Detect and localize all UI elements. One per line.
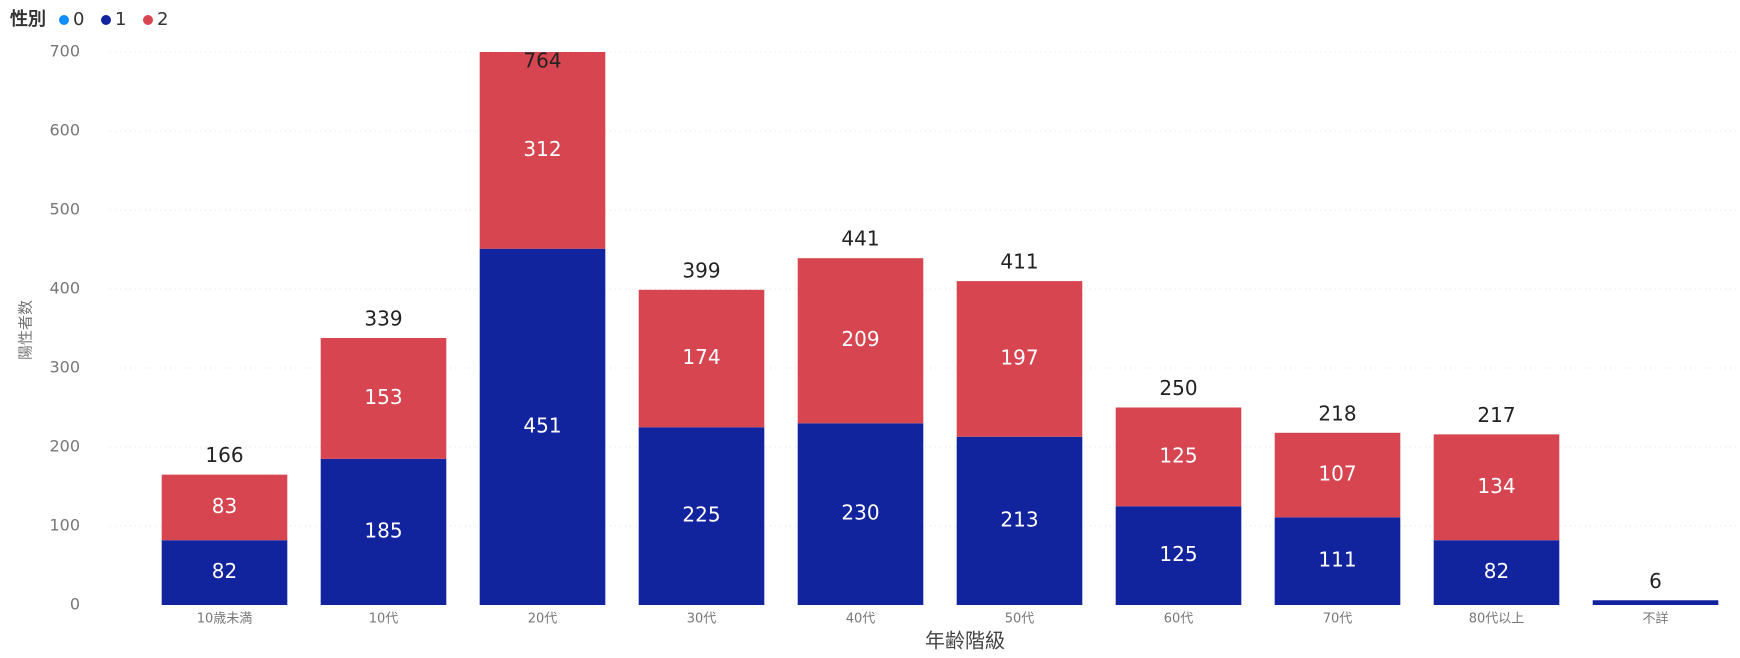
data-label: 185 <box>364 518 402 542</box>
data-label: 83 <box>212 494 237 518</box>
y-tick-label: 700 <box>49 42 80 61</box>
legend-marker <box>101 15 111 25</box>
bar-segment <box>797 423 924 605</box>
data-label: 230 <box>841 501 879 525</box>
data-label: 174 <box>682 345 720 369</box>
bar-segment <box>161 540 288 605</box>
y-tick-label: 200 <box>49 437 80 456</box>
legend-title: 性別 <box>10 8 46 30</box>
data-label: 125 <box>1159 542 1197 566</box>
y-tick-label: 500 <box>49 200 80 219</box>
y-tick-label: 300 <box>49 358 80 377</box>
bar-segment <box>638 427 765 605</box>
x-tick-label: 70代 <box>1323 612 1353 627</box>
x-tick-label: 80代以上 <box>1469 612 1525 627</box>
data-label: 312 <box>523 137 561 161</box>
total-label: 218 <box>1318 401 1356 425</box>
data-label: 213 <box>1000 507 1038 531</box>
bar-segment <box>1274 517 1401 605</box>
total-label: 250 <box>1159 376 1197 400</box>
y-tick-label: 400 <box>49 279 80 298</box>
data-label: 134 <box>1477 474 1515 498</box>
data-label: 225 <box>682 503 720 527</box>
y-tick-label: 0 <box>70 595 80 614</box>
legend-label: 2 <box>157 9 168 30</box>
bar-segment <box>1433 540 1560 605</box>
bar-segment <box>161 474 288 541</box>
data-label: 82 <box>1484 559 1509 583</box>
bar-segment <box>1115 506 1242 605</box>
data-label: 125 <box>1159 443 1197 467</box>
x-tick-label: 不詳 <box>1642 611 1668 627</box>
x-tick-label: 60代 <box>1164 612 1194 627</box>
y-tick-label: 600 <box>49 121 80 140</box>
y-tick-label: 100 <box>49 516 80 535</box>
data-label: 153 <box>364 385 402 409</box>
total-label: 411 <box>1000 250 1038 274</box>
x-tick-label: 50代 <box>1005 612 1035 627</box>
legend-marker <box>143 15 153 25</box>
bar-segment <box>479 248 606 605</box>
total-label: 399 <box>682 258 720 282</box>
bar-segment <box>320 337 447 459</box>
bars <box>161 52 1719 605</box>
bar-segment <box>320 458 447 605</box>
y-axis-title: 陽性者数 <box>17 300 35 360</box>
bar-segment <box>479 52 606 249</box>
bar-segment <box>638 289 765 428</box>
x-tick-label: 10歳未満 <box>197 612 253 627</box>
total-label: 339 <box>364 306 402 330</box>
total-label: 166 <box>205 443 243 467</box>
total-label: 441 <box>841 227 879 251</box>
data-label: 111 <box>1318 548 1356 572</box>
grid: 0 100 200 300 400 500 600 700 <box>49 42 1740 614</box>
bar-segment <box>1592 600 1719 605</box>
legend-marker <box>59 15 69 25</box>
data-label: 451 <box>523 413 561 437</box>
total-label: 6 <box>1649 569 1662 593</box>
bar-segment <box>1274 432 1401 518</box>
x-tick-label: 20代 <box>528 612 558 627</box>
bar-segment <box>1433 434 1560 541</box>
data-label: 197 <box>1000 345 1038 369</box>
data-label: 107 <box>1318 462 1356 486</box>
legend-label: 1 <box>115 9 126 30</box>
bar-segment <box>797 258 924 424</box>
data-label: 82 <box>212 559 237 583</box>
x-tick-label: 10代 <box>369 612 399 627</box>
total-label: 764 <box>523 49 561 73</box>
x-tick-label: 30代 <box>687 612 717 627</box>
x-tick-label: 40代 <box>846 612 876 627</box>
bar-segment <box>956 436 1083 605</box>
bar-segment <box>1115 407 1242 507</box>
data-label: 209 <box>841 327 879 351</box>
labels: 10歳未満 82 83 166 10代 185 153 339 20代 451 312 764 30代 2… <box>197 49 1669 627</box>
x-axis-title: 年齢階級 <box>925 629 1005 653</box>
bar-segment <box>956 281 1083 437</box>
legend-label: 0 <box>73 9 84 30</box>
total-label: 217 <box>1477 403 1515 427</box>
